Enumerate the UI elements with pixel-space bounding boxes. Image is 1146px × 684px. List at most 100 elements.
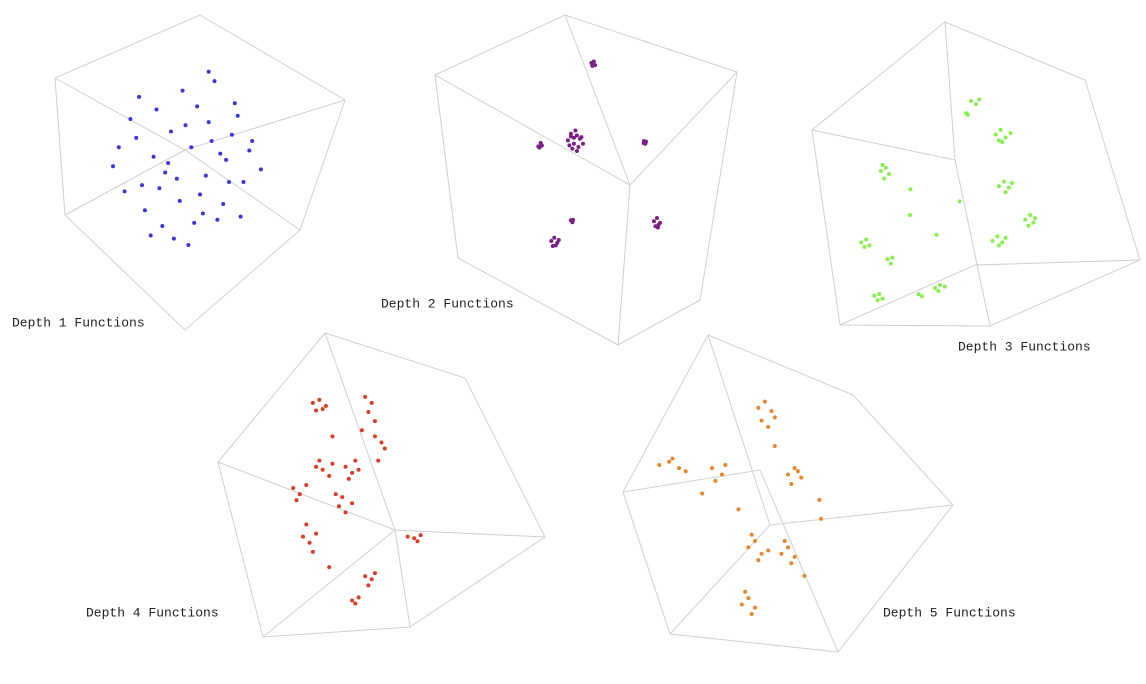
point bbox=[140, 183, 144, 188]
point bbox=[792, 554, 797, 559]
point bbox=[769, 409, 774, 414]
point bbox=[330, 434, 335, 439]
point bbox=[209, 139, 214, 143]
point bbox=[570, 220, 575, 225]
point bbox=[314, 531, 319, 536]
point bbox=[655, 225, 660, 230]
panel-title: Depth 1 Functions bbox=[12, 315, 145, 330]
point bbox=[995, 234, 1000, 239]
point bbox=[372, 571, 377, 576]
point bbox=[195, 104, 200, 109]
point bbox=[192, 220, 197, 225]
point bbox=[720, 472, 724, 477]
point bbox=[241, 179, 246, 184]
point bbox=[862, 244, 867, 249]
point bbox=[934, 232, 939, 237]
point bbox=[916, 292, 921, 297]
point bbox=[651, 219, 656, 224]
point bbox=[878, 168, 883, 173]
point bbox=[885, 257, 890, 262]
point bbox=[772, 443, 777, 448]
point bbox=[221, 202, 226, 206]
point bbox=[567, 143, 572, 148]
cube-edge bbox=[64, 149, 301, 231]
panel-title: Depth 2 Functions bbox=[381, 296, 514, 311]
point bbox=[212, 79, 217, 84]
point bbox=[301, 534, 306, 539]
cube-edge bbox=[669, 524, 771, 635]
point bbox=[743, 589, 748, 594]
point bbox=[880, 296, 885, 301]
point bbox=[366, 583, 371, 588]
point bbox=[570, 146, 575, 151]
point bbox=[580, 141, 585, 146]
panel-title: Depth 3 Functions bbox=[958, 339, 1091, 354]
point bbox=[122, 189, 127, 194]
point bbox=[232, 101, 237, 106]
point bbox=[363, 574, 368, 579]
point bbox=[641, 141, 646, 146]
point bbox=[359, 428, 364, 433]
point bbox=[795, 469, 800, 474]
point bbox=[996, 243, 1001, 248]
cube bbox=[217, 332, 546, 638]
point bbox=[169, 129, 173, 134]
cube-edge bbox=[954, 159, 991, 327]
point bbox=[942, 284, 947, 289]
panel-title: Depth 4 Functions bbox=[86, 605, 219, 620]
point bbox=[654, 215, 659, 220]
cube-edge bbox=[564, 14, 738, 186]
point bbox=[974, 102, 978, 107]
point bbox=[552, 235, 557, 240]
point bbox=[888, 261, 893, 266]
point bbox=[753, 605, 757, 610]
point bbox=[772, 415, 777, 420]
point bbox=[990, 238, 995, 243]
point bbox=[343, 464, 348, 469]
point bbox=[372, 419, 377, 424]
point bbox=[412, 536, 417, 541]
point bbox=[356, 467, 361, 472]
point bbox=[1033, 216, 1038, 221]
point bbox=[667, 459, 672, 464]
point bbox=[919, 294, 924, 299]
point bbox=[736, 507, 741, 512]
point bbox=[710, 466, 715, 471]
point bbox=[553, 243, 558, 248]
point bbox=[937, 282, 942, 287]
point bbox=[297, 492, 302, 497]
point bbox=[1001, 179, 1006, 184]
point bbox=[353, 601, 358, 606]
point bbox=[323, 403, 328, 408]
cube-edge bbox=[54, 77, 346, 151]
point bbox=[154, 107, 159, 112]
point bbox=[1000, 140, 1005, 145]
point bbox=[116, 145, 121, 150]
cube bbox=[811, 21, 1141, 327]
point bbox=[405, 534, 410, 539]
point bbox=[590, 63, 595, 68]
point bbox=[238, 214, 243, 219]
point bbox=[343, 510, 348, 515]
point bbox=[189, 145, 194, 150]
point bbox=[186, 242, 191, 247]
cube bbox=[622, 334, 954, 653]
point bbox=[996, 138, 1001, 143]
cube bbox=[54, 14, 346, 331]
point bbox=[799, 475, 804, 480]
cube-edge bbox=[262, 332, 396, 638]
point bbox=[565, 138, 570, 143]
point bbox=[766, 424, 771, 429]
point bbox=[327, 565, 332, 570]
point bbox=[864, 237, 869, 242]
point bbox=[957, 199, 962, 204]
point bbox=[369, 400, 374, 405]
point bbox=[576, 145, 581, 149]
point bbox=[574, 133, 579, 138]
point bbox=[304, 522, 309, 527]
point bbox=[227, 179, 231, 184]
point bbox=[746, 596, 751, 601]
point bbox=[166, 161, 171, 166]
point bbox=[350, 598, 355, 603]
